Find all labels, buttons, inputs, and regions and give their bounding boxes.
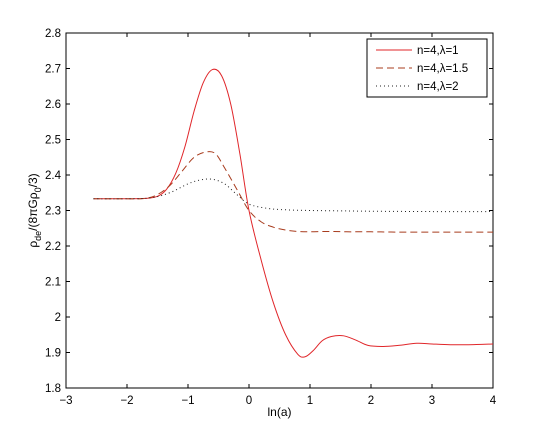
x-axis-label: ln(a) bbox=[267, 405, 291, 419]
y-tick-label: 2.3 bbox=[45, 206, 61, 218]
y-tick-label: 2.7 bbox=[45, 64, 61, 76]
y-label-rho: ρ bbox=[26, 241, 40, 248]
x-tick-label: −3 bbox=[59, 395, 72, 407]
y-label-tail: /3) bbox=[26, 173, 40, 187]
y-tick-label: 2 bbox=[55, 312, 61, 324]
series-layer bbox=[93, 68, 494, 358]
legend-label-series-2: n=4,λ=1.5 bbox=[417, 63, 468, 75]
y-tick-label: 2.2 bbox=[45, 241, 61, 253]
x-tick-label: −1 bbox=[181, 395, 194, 407]
y-label-middle: /(8πGρ bbox=[26, 192, 40, 231]
x-tick-label: 1 bbox=[307, 395, 313, 407]
legend-label-series-3: n=4,λ=2 bbox=[417, 81, 459, 93]
x-tick-label: 4 bbox=[490, 395, 497, 407]
y-axis-label: ρde/(8πGρ0/3) bbox=[26, 173, 43, 247]
series-line-2 bbox=[93, 151, 493, 233]
x-tick-label: 2 bbox=[368, 395, 374, 407]
x-tick-label: 3 bbox=[429, 395, 435, 407]
series-line-1 bbox=[93, 68, 494, 358]
y-tick-label: 1.8 bbox=[45, 383, 61, 395]
y-tick-label: 1.9 bbox=[45, 348, 61, 360]
legend-label-series-1: n=4,λ=1 bbox=[417, 45, 459, 57]
y-tick-label: 2.6 bbox=[45, 99, 61, 111]
legend: n=4,λ=1 n=4,λ=1.5 n=4,λ=2 bbox=[366, 38, 488, 98]
y-label-sub-0: 0 bbox=[33, 187, 43, 192]
y-tick-label: 2.1 bbox=[45, 277, 61, 289]
y-tick-label: 2.8 bbox=[45, 28, 61, 40]
axis-ticks: −3 −2 −1 0 1 2 3 4 1.8 1.9 2 2.1 2.2 2.3 2.4 2.5 2.6 2.7 2… bbox=[45, 28, 497, 407]
y-tick-label: 2.4 bbox=[45, 170, 62, 182]
y-label-sub-de: de bbox=[33, 231, 43, 241]
x-tick-label: 0 bbox=[246, 395, 252, 407]
y-tick-label: 2.5 bbox=[45, 135, 61, 147]
x-tick-label: −2 bbox=[120, 395, 133, 407]
